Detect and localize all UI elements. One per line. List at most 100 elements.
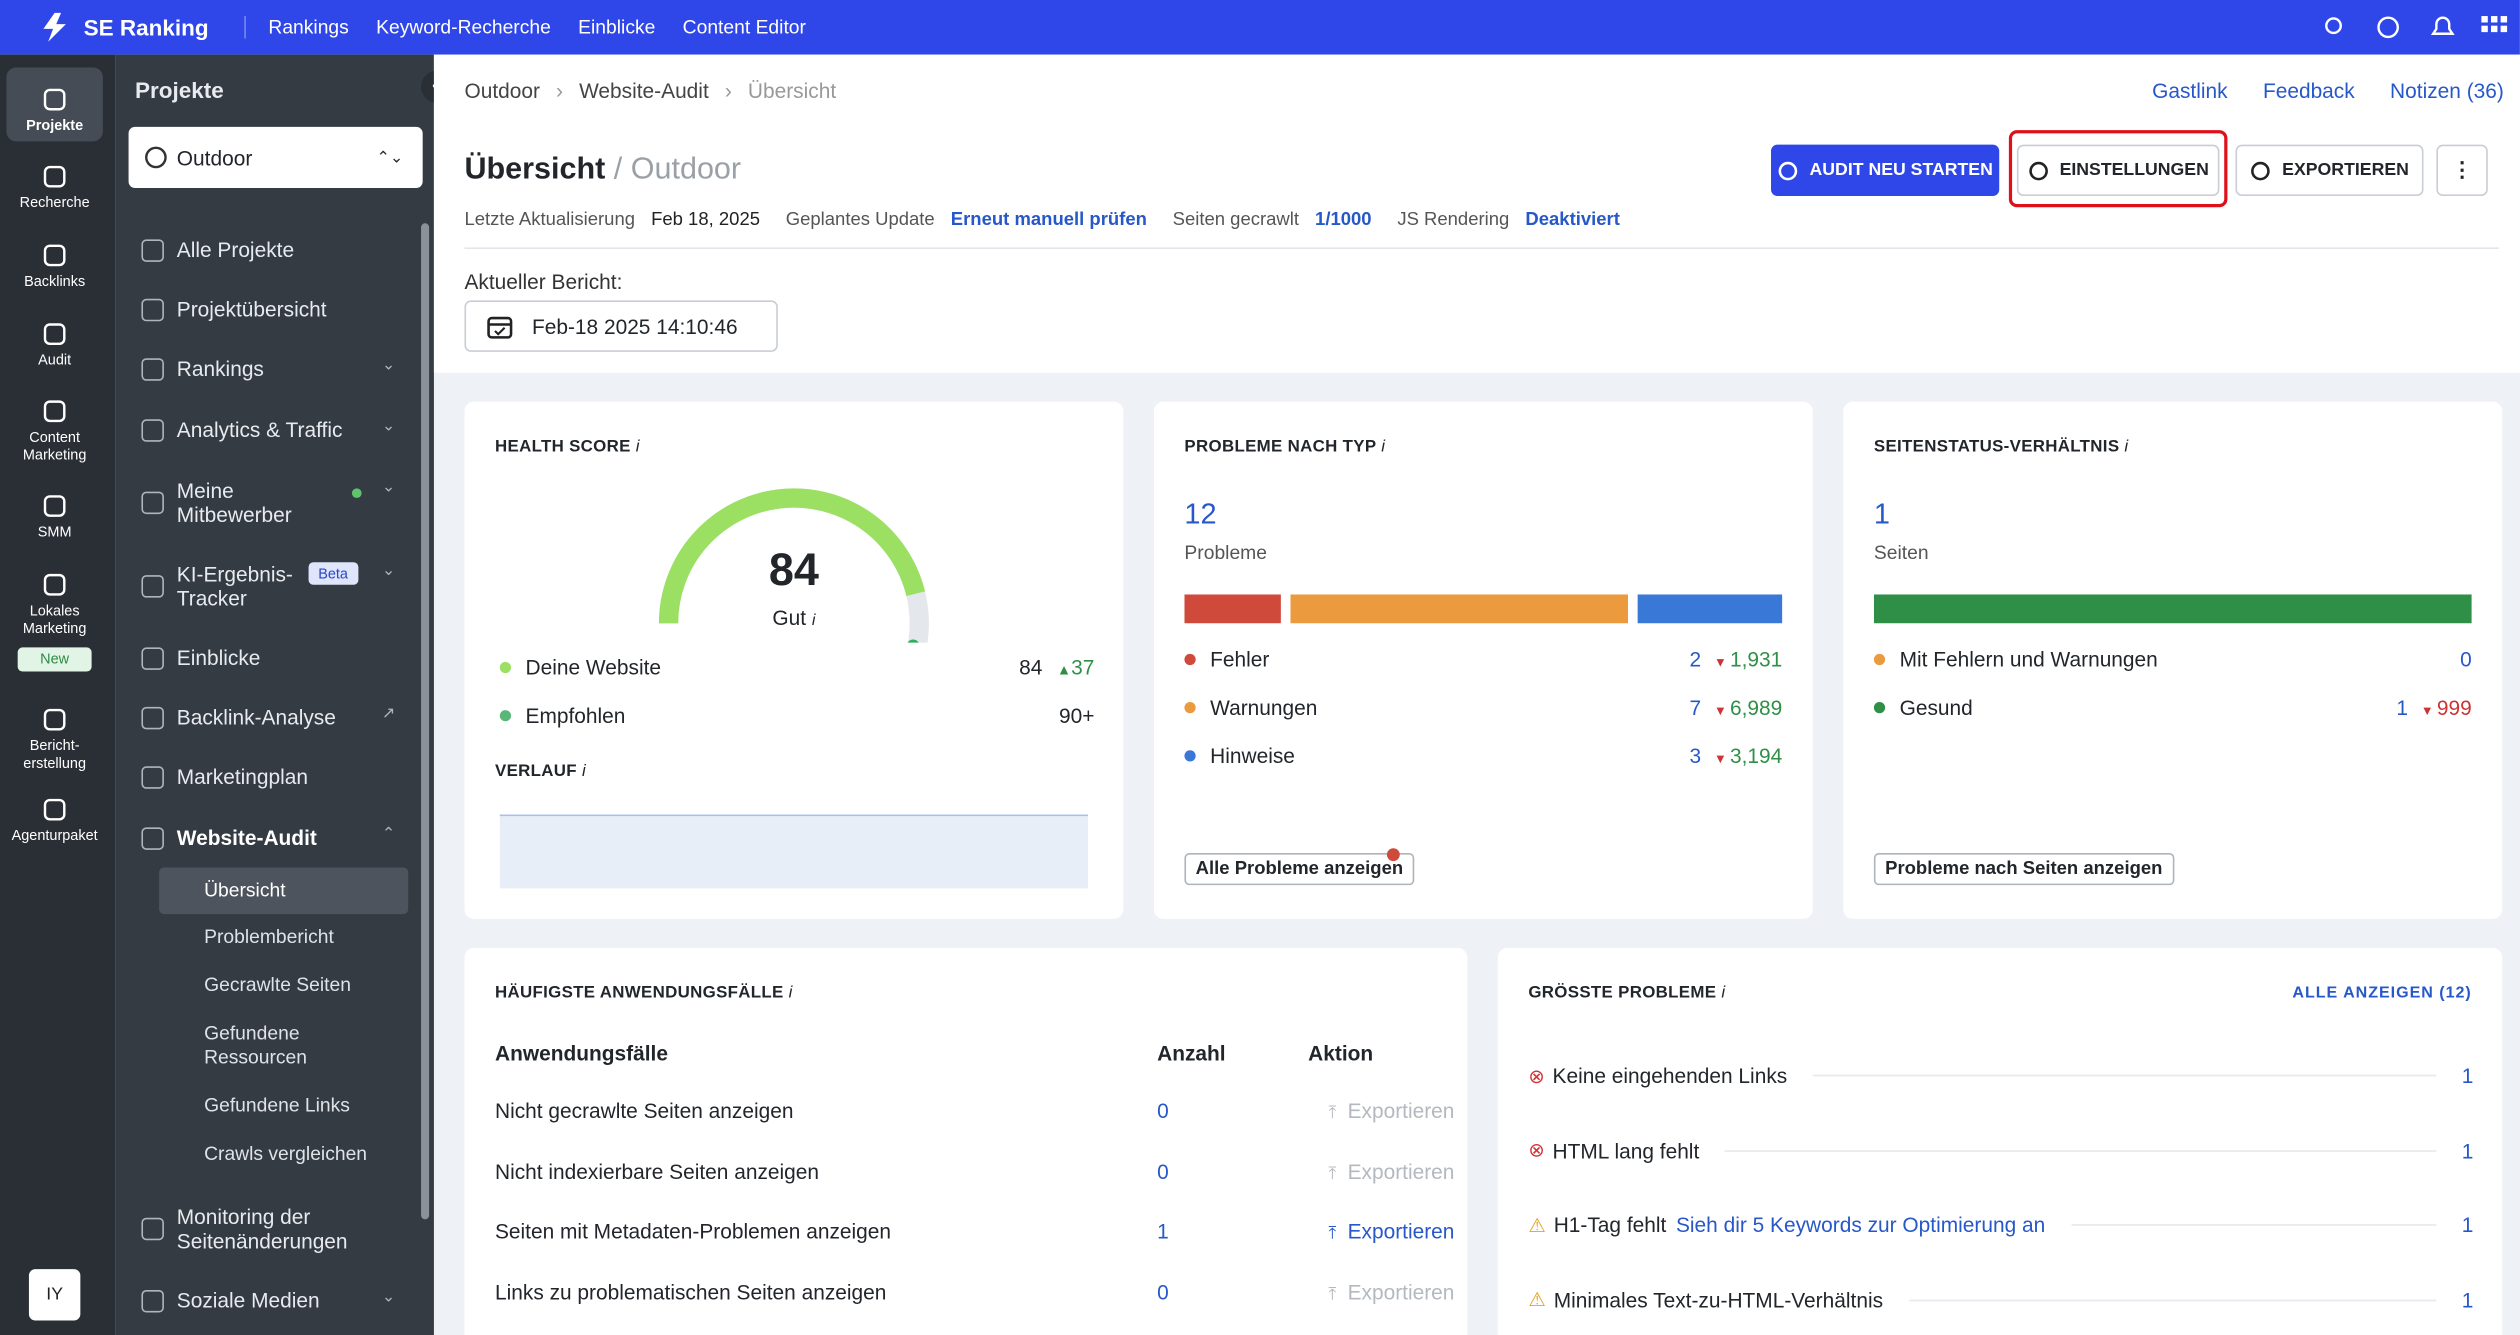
item-icon	[141, 298, 164, 321]
item-label: Rankings	[176, 356, 264, 381]
crumb[interactable]: Website-Audit	[579, 78, 709, 103]
report-date[interactable]: Feb-18 2025 14:10:46	[464, 300, 778, 352]
legend-row: Empfohlen 90+	[499, 703, 1094, 728]
issues-bar	[1184, 594, 1783, 624]
legend-value[interactable]: 7	[1689, 695, 1702, 720]
rail-item[interactable]: Projekte	[6, 87, 102, 135]
legend-value[interactable]: 0	[2460, 647, 2472, 672]
rail-item[interactable]: Agenturpaket	[6, 797, 102, 845]
issues-total[interactable]: 12	[1184, 498, 1217, 531]
crumb[interactable]: Outdoor	[464, 78, 540, 103]
issue-count[interactable]: 1	[2461, 1063, 2474, 1088]
legend-value[interactable]: 3	[1689, 743, 1702, 768]
legend-name: Deine Website	[525, 655, 662, 680]
issue-hint[interactable]: Sieh dir 5 Keywords zur Optimierung an	[1675, 1212, 2046, 1238]
sidebar-item[interactable]: Backlink-Analyse	[141, 705, 414, 729]
rail-item[interactable]: Backlinks	[6, 243, 102, 291]
sidebar-item[interactable]: Meine Mitbewerber	[141, 479, 334, 527]
legend-value[interactable]: 2	[1689, 647, 1702, 672]
meta-value[interactable]: Deaktiviert	[1525, 210, 1620, 230]
sidebar-subitem[interactable]: Gecrawlte Seiten	[204, 973, 351, 997]
brand[interactable]: SE Ranking	[83, 14, 209, 41]
all-issues-button[interactable]: Alle Probleme anzeigen	[1184, 853, 1415, 886]
header-button[interactable]: EINSTELLUNGEN	[2016, 144, 2220, 196]
legend-name: Empfohlen	[525, 703, 626, 728]
rating: Gut i	[772, 605, 816, 630]
show-all-link[interactable]: ALLE ANZEIGEN (12)	[2292, 984, 2472, 1003]
legend-row: Fehler 2 ▼ 1,931	[1184, 647, 1783, 672]
icon-shape	[43, 400, 66, 423]
header-link[interactable]: Feedback	[2262, 78, 2355, 103]
export-action[interactable]: ⤒ Exportieren	[1328, 1219, 1454, 1245]
sidebar-item[interactable]: Einblicke	[141, 646, 414, 670]
issue-count[interactable]: 1	[2461, 1287, 2474, 1312]
usecase-name: Nicht indexierbare Seiten anzeigen	[494, 1159, 820, 1184]
chevron: ⌄	[381, 562, 396, 580]
sidebar-subitem[interactable]: Problembericht	[204, 925, 334, 948]
top-icons	[2325, 16, 2508, 39]
usecase-count[interactable]: 0	[1157, 1098, 1169, 1123]
sidebar-item[interactable]: Soziale Medien	[141, 1288, 366, 1313]
legend-values: 2 ▼ 1,931	[1690, 647, 1783, 671]
avatar[interactable]: IY	[28, 1269, 81, 1321]
column-header: Anwendungsfälle	[494, 1041, 668, 1066]
rail-item[interactable]: Content Marketing	[6, 398, 102, 464]
header-button[interactable]: AUDIT NEU STARTEN	[1771, 144, 2000, 196]
issue-count[interactable]: 1	[2461, 1212, 2474, 1238]
nav-link[interactable]: Content Editor	[682, 16, 806, 39]
more-button[interactable]: ⋮	[2436, 144, 2488, 196]
rail-item[interactable]: Bericht-erstellung	[6, 707, 102, 773]
meta-info: Letzte Aktualisierung Feb 18, 2025 Geplant…	[464, 210, 1629, 229]
rail-item[interactable]: Recherche	[6, 164, 102, 212]
sidebar-subitem[interactable]: Gefundene Ressourcen	[204, 1021, 308, 1069]
button-icon	[2028, 160, 2048, 180]
sidebar-item[interactable]: Rankings	[141, 357, 414, 381]
legend-dot	[1184, 750, 1196, 762]
delta-arrow: ▼	[1714, 703, 1727, 719]
item-label: Monitoring der Seitenänderungen	[176, 1204, 348, 1254]
button-icon	[2251, 160, 2270, 180]
rail-icon	[43, 88, 66, 111]
legend-dot	[1184, 702, 1196, 714]
header-link[interactable]: Notizen (36)	[2390, 78, 2504, 103]
legend-name: Warnungen	[1210, 695, 1318, 720]
nav-link[interactable]: Keyword-Recherche	[376, 16, 551, 39]
status-total[interactable]: 1	[1873, 498, 1890, 531]
title: GRÖSSTE PROBLEME	[1528, 983, 1717, 1003]
issue-count[interactable]: 1	[2461, 1138, 2474, 1163]
sidebar-item[interactable]: Monitoring der Seitenänderungen	[141, 1205, 366, 1253]
header-button[interactable]: EXPORTIEREN	[2235, 144, 2424, 196]
title: HEALTH SCORE	[494, 436, 631, 457]
sidebar-item[interactable]: Marketingplan	[141, 765, 414, 789]
nav-link[interactable]: Einblicke	[578, 16, 656, 39]
rail-item[interactable]: SMM	[6, 493, 102, 541]
usecase-count[interactable]: 1	[1157, 1219, 1169, 1244]
sidebar-subitem[interactable]: Übersicht	[159, 867, 409, 915]
legend-value[interactable]: 1	[2396, 695, 2409, 720]
sidebar-item[interactable]: Analytics & Traffic	[141, 418, 414, 442]
sidebar-subitem[interactable]: Gefundene Links	[204, 1094, 350, 1117]
rail-item[interactable]: Lokales Marketing	[6, 572, 102, 638]
sidebar-item[interactable]: Projektübersicht	[141, 297, 414, 321]
delta-arrow: ▲	[1056, 661, 1072, 678]
item-label: Einblicke	[176, 645, 261, 670]
nav-link[interactable]: Rankings	[268, 16, 349, 39]
project-select[interactable]: Outdoor ⌃⌄	[128, 126, 423, 188]
sidebar-item[interactable]: Website-Audit	[141, 826, 414, 850]
sidebar-item[interactable]: Alle Projekte	[141, 238, 414, 262]
usecase-count[interactable]: 0	[1157, 1279, 1169, 1304]
header-link[interactable]: Gastlink	[2152, 78, 2228, 103]
export-icon: ⤒	[1328, 1103, 1337, 1123]
top-bar: SE Ranking Rankings Keyword-Recherche Einb…	[0, 0, 2520, 55]
rail-item[interactable]: Audit	[6, 321, 102, 369]
sidebar-item[interactable]: KI-Ergebnis-Tracker	[141, 562, 334, 610]
item-label: Meine Mitbewerber	[176, 478, 292, 527]
usecase-count[interactable]: 0	[1157, 1159, 1169, 1184]
icon-shape	[43, 798, 66, 821]
meta-value[interactable]: Erneut manuell prüfen	[950, 210, 1147, 230]
sidebar-subitem[interactable]: Crawls vergleichen	[204, 1142, 368, 1165]
issues-by-page-button[interactable]: Probleme nach Seiten anzeigen	[1873, 853, 2174, 886]
meta-value[interactable]: 1/1000	[1315, 210, 1372, 230]
rail-label: Bericht-erstellung	[23, 737, 87, 772]
icon-shape	[2028, 160, 2048, 180]
